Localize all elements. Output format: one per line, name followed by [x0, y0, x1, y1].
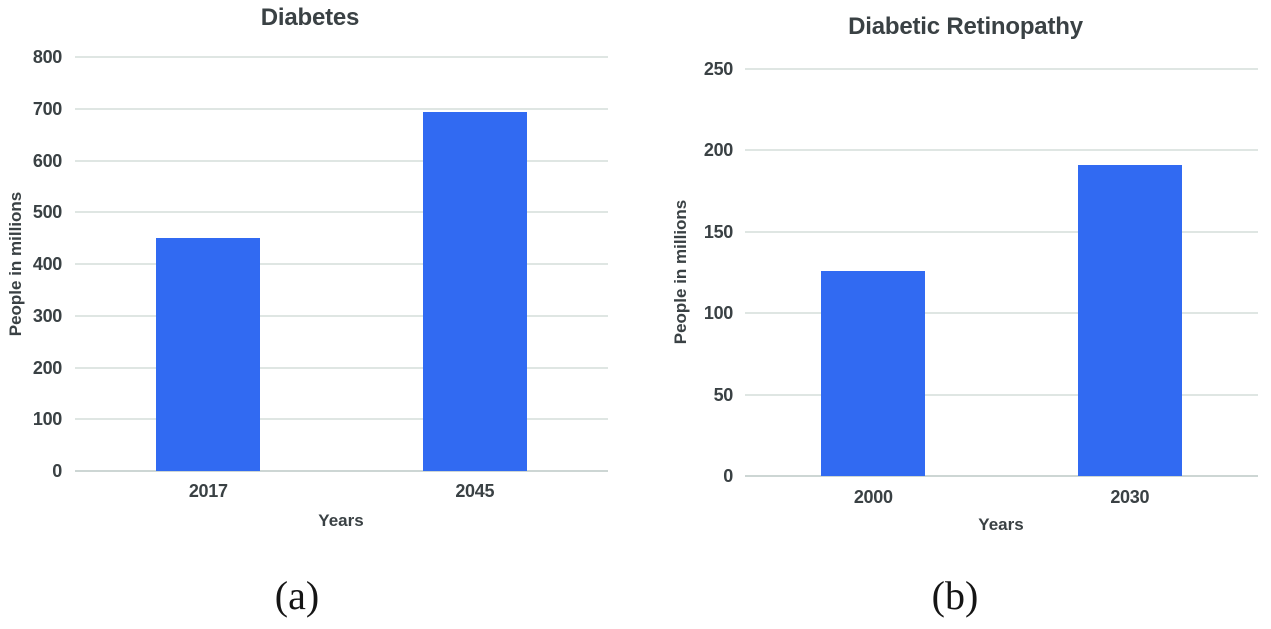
bar-2045 — [422, 112, 527, 471]
x-axis-label: Years — [318, 511, 364, 530]
y-tick-label: 500 — [32, 202, 62, 223]
gridline — [75, 211, 608, 214]
gridline — [745, 393, 1258, 396]
gridline — [75, 56, 608, 58]
chart-title: Diabetic Retinopathy — [848, 13, 1083, 40]
x-tick-label: 2000 — [853, 487, 893, 507]
caption-b: (b) — [931, 573, 979, 618]
plot-area — [75, 56, 608, 472]
y-tick-label: 150 — [703, 221, 733, 242]
plot-area — [745, 68, 1258, 477]
y-tick-label: 600 — [32, 150, 62, 171]
y-tick-label: 300 — [32, 305, 62, 326]
zero-gridline — [745, 475, 1258, 477]
y-tick-label: 50 — [713, 384, 734, 405]
y-axis-label: People in millions — [6, 191, 25, 337]
y-tick-label: 0 — [723, 466, 733, 486]
y-tick-label: 250 — [703, 59, 733, 79]
bar-2017 — [156, 238, 261, 471]
x-tick-label: 2017 — [188, 481, 228, 501]
y-tick-label: 200 — [32, 357, 62, 378]
y-tick-label: 100 — [703, 303, 733, 324]
gridline — [75, 366, 608, 369]
gridline — [75, 418, 608, 421]
gridline — [745, 312, 1258, 315]
y-tick-label: 700 — [32, 98, 62, 119]
gridline — [75, 107, 608, 110]
gridline — [745, 230, 1258, 233]
bar-2030 — [1077, 165, 1182, 476]
y-axis-label: People in millions — [671, 199, 690, 345]
chart-title: Diabetes — [260, 4, 360, 31]
gridline — [745, 68, 1258, 70]
caption-a: (a) — [274, 573, 320, 618]
zero-gridline — [75, 470, 608, 472]
gridline — [75, 314, 608, 317]
gridline — [745, 149, 1258, 152]
y-tick-label: 0 — [52, 461, 62, 481]
gridline — [75, 263, 608, 265]
x-tick-label: 2045 — [455, 481, 495, 501]
x-tick-label: 2030 — [1110, 487, 1150, 507]
x-axis-label: Years — [978, 515, 1024, 534]
y-tick-label: 100 — [32, 409, 62, 430]
y-tick-label: 400 — [32, 254, 62, 274]
y-tick-label: 200 — [703, 140, 733, 161]
gridline — [75, 159, 608, 162]
bar-2000 — [821, 270, 926, 476]
y-tick-label: 800 — [32, 47, 62, 67]
